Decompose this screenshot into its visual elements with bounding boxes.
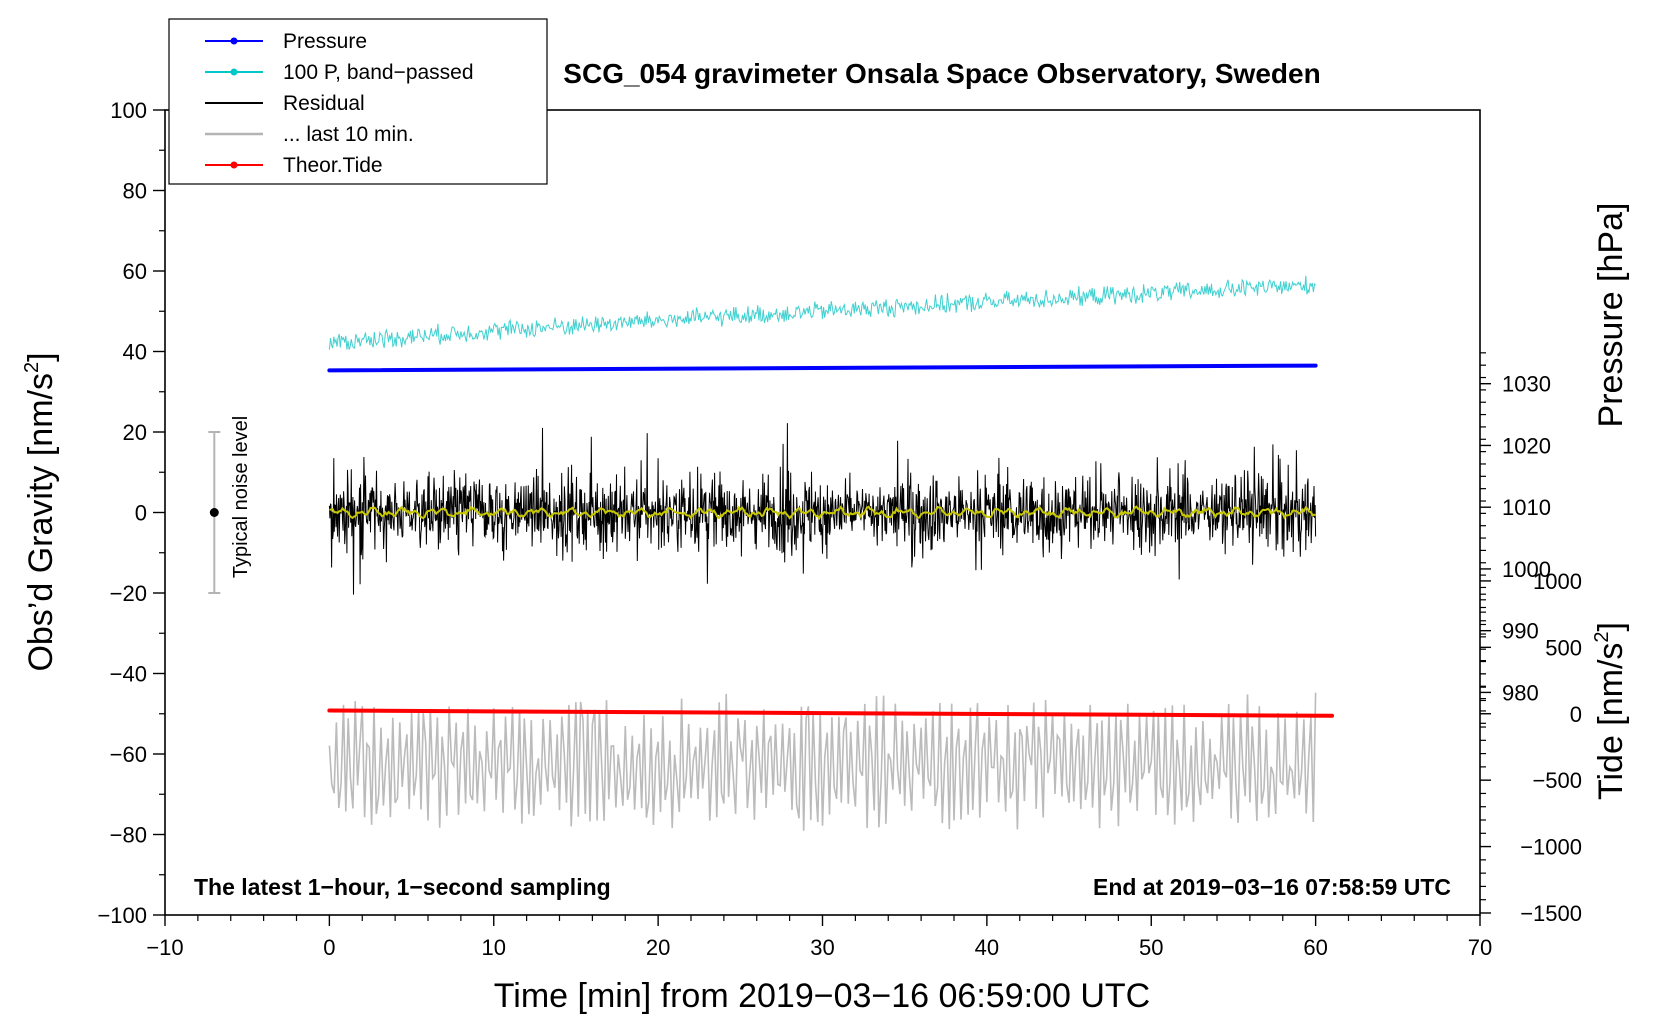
y-tick-label: 20: [123, 420, 147, 445]
y-tick-label: 40: [123, 340, 147, 365]
y-axis-left: 100 80 60 40 20 0 −20 −40 −60 −80 −100: [97, 98, 165, 928]
y-tick-label: −20: [110, 581, 147, 606]
legend-marker: [230, 161, 238, 169]
pressure-tick-label: 1000: [1502, 557, 1551, 582]
annotation-end-time: End at 2019−03−16 07:58:59 UTC: [1093, 874, 1451, 900]
x-tick-label: 60: [1303, 935, 1327, 960]
pressure-tick-label: 990: [1502, 619, 1539, 644]
series-residual: [328, 423, 1317, 595]
series-residual-smoothed: [329, 505, 1316, 521]
tide-tick-label: 500: [1545, 635, 1582, 660]
y-axis-right-tide-label-superscript: 2: [1591, 631, 1613, 642]
legend-box: [168, 18, 548, 185]
x-axis-label: Time [min] from 2019−03−16 06:59:00 UTC: [494, 977, 1150, 1015]
y-axis-right-pressure: 1030 1020 1010 1000 990 980: [1480, 352, 1551, 724]
series-theor-tide: [327, 708, 1335, 718]
tide-tick-label: −1500: [1520, 901, 1582, 926]
x-tick-label: 10: [482, 935, 506, 960]
x-tick-label: 50: [1139, 935, 1163, 960]
noise-label: Typical noise level: [230, 416, 252, 578]
y-axis-right-tide-label: Tide [nm/s2]: [1591, 622, 1630, 800]
noise-bar: [208, 431, 221, 594]
annotation-sampling: The latest 1−hour, 1−second sampling: [194, 874, 611, 900]
tide-tick-label: 0: [1570, 702, 1582, 727]
y-axis-right-pressure-label: Pressure [hPa]: [1592, 203, 1630, 428]
x-tick-label: 30: [810, 935, 834, 960]
legend-label: 100 P, band−passed: [283, 61, 474, 84]
y-tick-label: −40: [110, 662, 147, 687]
y-axis-left-label: Obs’d Gravity [nm/s2]: [21, 352, 60, 671]
series-last-10-min: [328, 692, 1317, 831]
y-tick-label: 60: [123, 259, 147, 284]
tide-tick-label: −500: [1532, 768, 1582, 793]
pressure-tick-label: 1020: [1502, 433, 1551, 458]
y-tick-label: −60: [110, 742, 147, 767]
series-band-passed-pressure: [328, 275, 1316, 350]
pressure-tick-label: 980: [1502, 680, 1539, 705]
x-tick-label: 40: [975, 935, 999, 960]
x-tick-label: −10: [146, 935, 183, 960]
chart-title: SCG_054 gravimeter Onsala Space Observat…: [563, 58, 1320, 89]
y-tick-label: −80: [110, 823, 147, 848]
x-tick-label: 70: [1468, 935, 1492, 960]
pressure-tick-label: 1030: [1502, 372, 1551, 397]
y-tick-label: 80: [123, 179, 147, 204]
legend: Pressure 100 P, band−passed Residual ... la…: [168, 18, 548, 185]
pressure-tick-label: 1010: [1502, 495, 1551, 520]
legend-marker: [230, 37, 238, 45]
legend-label: ... last 10 min.: [283, 123, 414, 146]
y-axis-left-label-superscript: 2: [21, 362, 43, 373]
x-axis: −10 0 10 20 30 40 50 60 70: [146, 915, 1492, 960]
x-tick-label: 0: [323, 935, 335, 960]
legend-marker: [230, 68, 238, 76]
tide-tick-label: 1000: [1533, 569, 1582, 594]
y-tick-label: 0: [135, 501, 147, 526]
series-pressure: [327, 363, 1318, 373]
y-tick-label: −100: [97, 903, 147, 928]
legend-label: Pressure: [283, 30, 367, 53]
legend-label: Residual: [283, 92, 365, 115]
x-tick-label: 20: [646, 935, 670, 960]
noise-bar-center-dot: [209, 508, 219, 517]
legend-label: Theor.Tide: [283, 154, 383, 177]
y-tick-label: 100: [110, 98, 147, 123]
y-axis-right-tide: 1000 500 0 −500 −1000 −1500: [1480, 569, 1582, 926]
series-layer: [327, 275, 1335, 831]
tide-tick-label: −1000: [1520, 835, 1582, 860]
